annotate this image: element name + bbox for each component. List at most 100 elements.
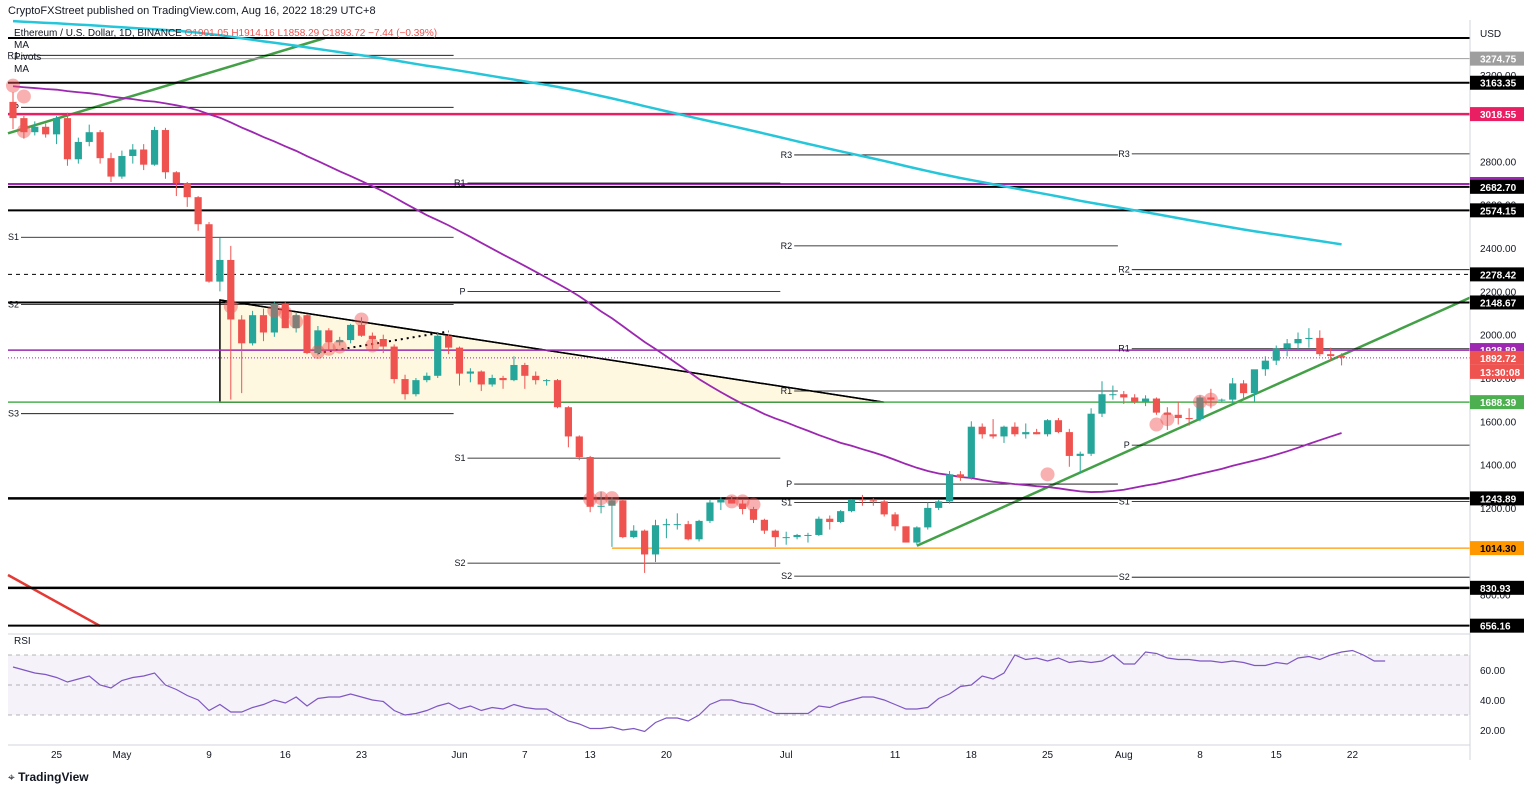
candle-body [1065, 432, 1073, 456]
pivot-label: S1 [8, 232, 19, 242]
time-axis[interactable]: 25 May 9 16 23 Jun 7 13 20 Jul 11 18 25 Aug 8 15 22 [8, 744, 1470, 761]
time-tick-label: 13 [585, 750, 597, 761]
time-tick-label: 7 [522, 750, 528, 761]
indicator-pivots[interactable]: Pivots [14, 52, 42, 63]
candle-body [935, 501, 943, 508]
candle-body [183, 183, 191, 198]
pivot-label: R1 [781, 386, 793, 396]
price-tag-label: 1014.30 [1480, 544, 1517, 555]
pivots-layer: R1PS1S2S3R1PS1S2R3R2R1PS1S2R3R2R1PS1S2 [7, 50, 1470, 582]
touch-marker [223, 299, 238, 314]
price-tick-label: 800.00 [1480, 591, 1511, 602]
candle-body [1076, 453, 1084, 456]
touch-marker [289, 314, 304, 329]
chart-header: CryptoFXStreet published on TradingView.… [0, 0, 1536, 20]
candle-body [1218, 399, 1226, 401]
pivot-label: P [786, 479, 792, 489]
price-tag-label: 2682.70 [1480, 183, 1517, 194]
touch-marker [6, 78, 20, 93]
candle-body [1022, 432, 1030, 435]
candle-body [651, 525, 660, 555]
candle-body [1163, 412, 1171, 415]
price-tag-label: 3163.35 [1480, 79, 1517, 90]
candle-body [1033, 432, 1041, 435]
candle-body [96, 132, 104, 159]
tradingview-logo-icon: ⌖ [8, 770, 15, 784]
candle-body [445, 335, 453, 348]
candle-body [1337, 356, 1346, 358]
ma-50-line [12, 85, 1342, 493]
trend-line-support [916, 295, 1473, 547]
candle-body [1120, 394, 1128, 398]
candle-body [575, 436, 583, 458]
price-tag-box [1470, 295, 1524, 310]
touch-marker [583, 492, 598, 507]
indicator-ma-2[interactable]: MA [14, 64, 29, 75]
candle-body [619, 500, 627, 538]
candle-body [956, 474, 965, 478]
candle-body [553, 380, 562, 408]
candle-body [1098, 394, 1106, 414]
time-tick-label: 15 [1271, 750, 1283, 761]
candle-body [543, 380, 551, 382]
candle-body [314, 330, 322, 354]
candle-body [989, 434, 997, 437]
indicator-ma-1[interactable]: MA [14, 40, 29, 51]
price-tag-label: 3018.55 [1480, 110, 1517, 121]
time-tick-label: Aug [1115, 750, 1133, 761]
candle-body [1131, 397, 1139, 402]
price-tag-box [1470, 350, 1524, 365]
touch-marker [332, 339, 347, 354]
candle-body [455, 347, 464, 374]
candle-body [662, 524, 670, 526]
candle-body [1305, 337, 1313, 339]
price-tag-box [1470, 580, 1524, 595]
price-tag-label: 3274.75 [1480, 55, 1517, 66]
candle-body [760, 519, 769, 531]
time-tick-label: 16 [280, 750, 292, 761]
rsi-label: RSI [14, 636, 31, 647]
candle-body [717, 499, 725, 503]
pivot-label: R3 [1118, 149, 1130, 159]
candle-body [564, 407, 572, 437]
touch-marker [604, 491, 619, 506]
candle-body [739, 503, 747, 509]
price-axis[interactable]: USD3200.002800.002600.002400.002200.0020… [1469, 20, 1517, 760]
price-tag-label: 13:30:08 [1480, 368, 1520, 379]
candle-body [1316, 337, 1324, 355]
candle-body [1185, 418, 1193, 420]
footer-brand[interactable]: ⌖ TradingView [8, 770, 89, 785]
time-tick-label: 20 [661, 750, 673, 761]
pivot-label: R3 [781, 150, 793, 160]
time-tick-label: Jun [451, 750, 467, 761]
candle-body [412, 380, 420, 395]
ma-200-line [12, 19, 1342, 246]
candle-body [1043, 420, 1052, 435]
candle-body [270, 303, 278, 333]
candle-body [837, 511, 845, 522]
publisher-info: CryptoFXStreet published on TradingView.… [8, 5, 376, 17]
price-tag-box [1470, 491, 1524, 506]
candle-body [31, 126, 39, 133]
candle-body [129, 149, 137, 157]
markers-layer [6, 78, 1218, 512]
price-tag-label: 1243.89 [1480, 494, 1517, 505]
candle-body [967, 426, 975, 478]
candle-body [597, 505, 605, 507]
trend-line-top [7, 36, 326, 135]
ohlc-readout: O1901.05 H1914.16 L1858.29 C1893.72 −7.4… [184, 28, 438, 39]
touch-marker [267, 303, 282, 318]
candle-body [336, 340, 344, 343]
candle-body [1087, 413, 1095, 454]
candle-body [532, 375, 540, 381]
currency-label: USD [1480, 29, 1501, 40]
candle-body [303, 315, 311, 354]
time-tick-label: 9 [206, 750, 212, 761]
touch-marker [1193, 394, 1208, 409]
candle-body [499, 377, 507, 381]
price-tick-label: 2800.00 [1480, 157, 1517, 168]
touch-marker [594, 491, 609, 506]
candle-body [869, 500, 877, 502]
price-tag-box [1470, 179, 1524, 194]
